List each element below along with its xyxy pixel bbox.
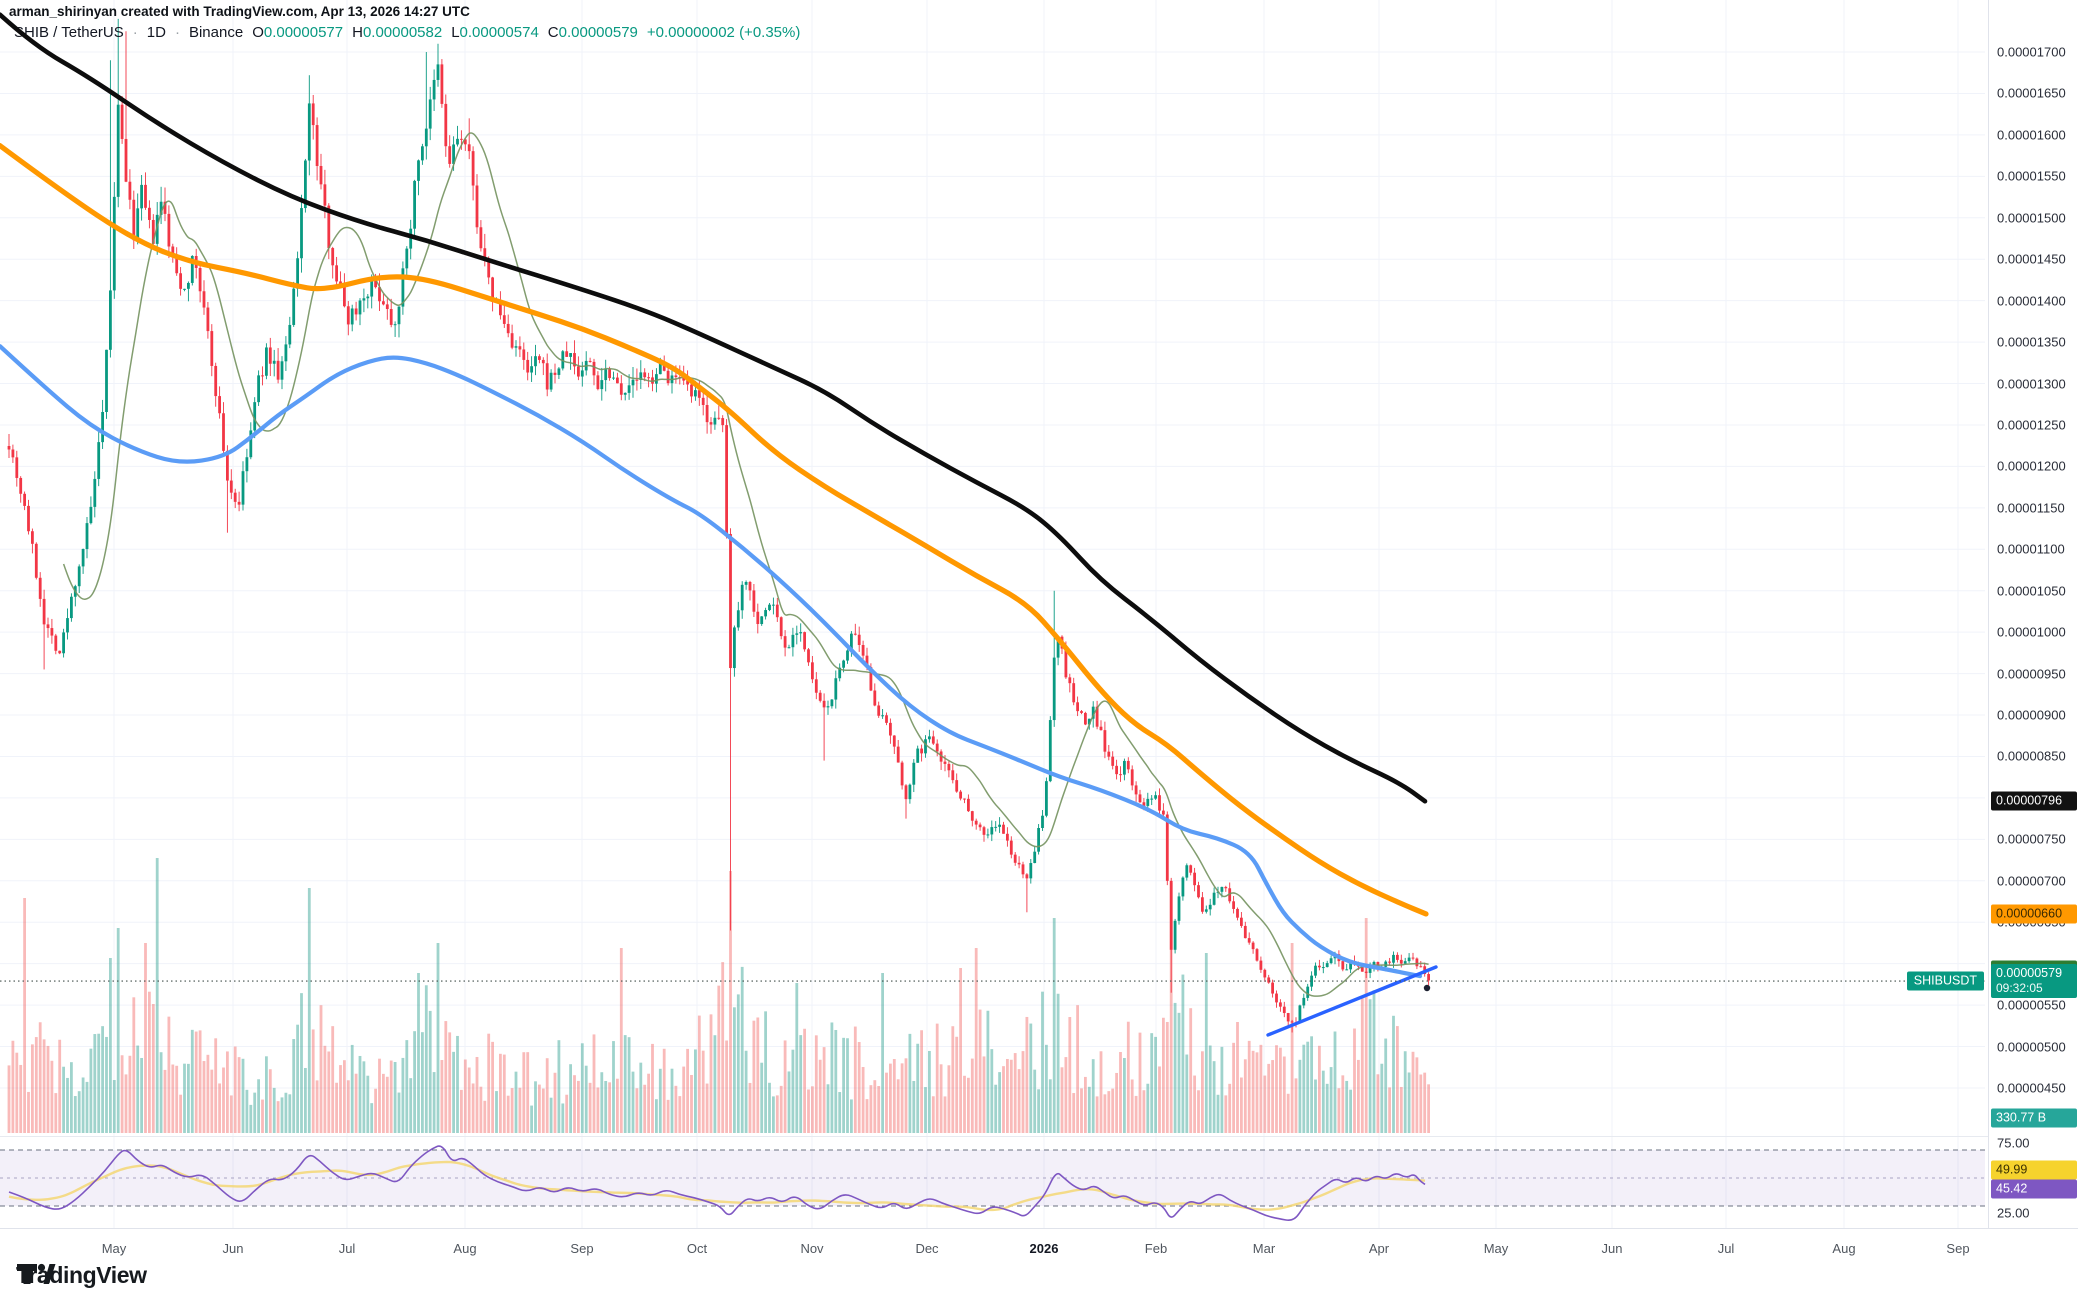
price-axis-label: 0.00001550	[1997, 168, 2066, 184]
interval-label[interactable]: 1D	[146, 24, 166, 41]
price-axis-label: 0.00001650	[1997, 85, 2066, 101]
time-axis-month-label: May	[1483, 1241, 1509, 1256]
price-axis-label: 0.00001300	[1997, 376, 2066, 392]
price-badge-ma200: 0.00000796	[1991, 791, 2077, 811]
marker-dot	[1423, 984, 1431, 992]
price-axis-label: 0.00001050	[1997, 583, 2066, 599]
ma-100-line	[0, 143, 1429, 917]
chart-legend[interactable]: SHIB / TetherUS · 1D · Binance O0.000005…	[14, 24, 800, 41]
time-axis-month-label: Feb	[1144, 1241, 1168, 1256]
price-axis-label: 0.00000550	[1997, 997, 2066, 1013]
ma-50-line	[0, 344, 1423, 979]
exchange-label: Binance	[188, 24, 244, 41]
price-badge-rsi: 45.42	[1991, 1179, 2077, 1199]
price-axis-label: 0.00000700	[1997, 873, 2066, 889]
price-axis-label: 0.00001250	[1997, 417, 2066, 433]
rsi-line	[8, 1145, 1426, 1222]
price-axis-label: 0.00000750	[1997, 831, 2066, 847]
time-axis-month-label: Sep	[570, 1241, 594, 1256]
close-label: C0.00000579	[547, 24, 638, 41]
price-axis[interactable]: 0.00001700 0.00001650 0.00001600 0.00001550…	[1988, 0, 2078, 1228]
price-badge-ma100: 0.00000660	[1991, 904, 2077, 924]
price-axis-label: 0.00000450	[1997, 1080, 2066, 1096]
symbol-price-tag: SHIBUSDT	[1906, 971, 1984, 991]
legend-separator: ·	[174, 24, 180, 41]
price-axis-label: 0.00000950	[1997, 666, 2066, 682]
rsi-ma-line	[8, 1160, 1426, 1212]
price-axis-label: 0.00001400	[1997, 293, 2066, 309]
price-axis-label: 0.00001500	[1997, 210, 2066, 226]
time-axis-month-label: Jun	[1601, 1241, 1623, 1256]
price-axis-label: 0.00001150	[1997, 500, 2065, 516]
tradingview-logo-icon	[17, 1263, 56, 1284]
low-label: L0.00000574	[451, 24, 539, 41]
price-axis-label: 0.00001450	[1997, 251, 2066, 267]
price-axis-label: 0.00000850	[1997, 748, 2066, 764]
open-label: O0.00000577	[252, 24, 344, 41]
price-badge-last: 0.00000579 09:32:05	[1991, 964, 2077, 999]
time-axis-month-label: Aug	[453, 1241, 477, 1256]
tradingview-logo[interactable]: TradingView	[16, 1262, 147, 1289]
legend-separator: ·	[132, 24, 138, 41]
time-axis-month-label: Sep	[1946, 1241, 1970, 1256]
countdown-timer: 09:32:05	[1996, 981, 2043, 996]
low-value: 0.00000574	[459, 24, 539, 41]
change-value: +0.00000002 (+0.35%)	[646, 24, 801, 41]
time-axis-month-label: Nov	[800, 1241, 824, 1256]
high-label: H0.00000582	[352, 24, 443, 41]
price-axis-label: 0.00001100	[1997, 541, 2065, 557]
time-axis-month-label: Jun	[222, 1241, 244, 1256]
price-axis-label: 0.00001000	[1997, 624, 2066, 640]
price-axis-label: 0.00001600	[1997, 127, 2066, 143]
high-value: 0.00000582	[362, 24, 443, 41]
time-axis-month-label: Aug	[1832, 1241, 1856, 1256]
price-badge-volume: 330.77 B	[1991, 1108, 2077, 1128]
time-axis-month-label: Dec	[915, 1241, 939, 1256]
time-axis-month-label: Jul	[338, 1241, 356, 1256]
time-axis-month-label: Apr	[1368, 1241, 1390, 1256]
time-axis-month-label: May	[101, 1241, 127, 1256]
price-axis-label: 0.00001700	[1997, 44, 2066, 60]
price-badge-rsi_ma: 49.99	[1991, 1160, 2077, 1180]
rsi-axis-label: 75.00	[1997, 1135, 2030, 1151]
price-axis-label: 0.00000900	[1997, 707, 2066, 723]
price-axis-label: 0.00001200	[1997, 458, 2066, 474]
price-axis-label: 0.00000500	[1997, 1039, 2066, 1055]
pane-separator[interactable]	[0, 1136, 1988, 1137]
symbol-name[interactable]: SHIB / TetherUS	[14, 24, 124, 41]
drawn-trendline	[1266, 965, 1438, 1037]
open-value: 0.00000577	[263, 24, 344, 41]
rsi-axis-label: 25.00	[1997, 1205, 2030, 1221]
author-watermark: arman_shirinyan created with TradingView…	[9, 4, 470, 19]
volume-bars	[7, 858, 1430, 1133]
time-axis-month-label: Oct	[686, 1241, 708, 1256]
tradingview-logo-text: TradingView	[16, 1262, 147, 1288]
time-axis-month-label: Jul	[1717, 1241, 1735, 1256]
time-axis-year-label: 2026	[1029, 1241, 1059, 1256]
time-axis-month-label: Mar	[1252, 1241, 1276, 1256]
price-axis-label: 0.00001350	[1997, 334, 2066, 350]
time-axis[interactable]: May Jun Jul Aug Sep Oct Nov Dec 2026 Feb Mar Apr May…	[0, 1228, 2078, 1311]
close-value: 0.00000579	[558, 24, 638, 41]
